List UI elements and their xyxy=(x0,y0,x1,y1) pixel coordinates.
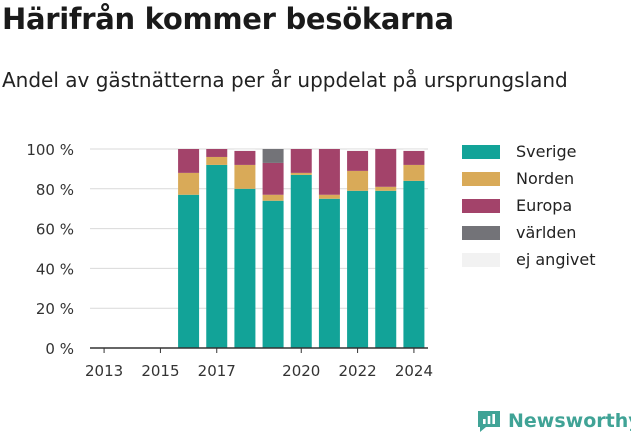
bar-segment-sverige-2022 xyxy=(347,190,369,348)
bar-segment-europa-2023 xyxy=(375,149,397,187)
chart-title: Härifrån kommer besökarna xyxy=(2,2,454,36)
x-tick-label: 2022 xyxy=(338,362,376,380)
y-tick-label: 0 % xyxy=(45,340,74,358)
bar-segment-europa-2022 xyxy=(347,150,369,171)
chart-subtitle: Andel av gästnätterna per år uppdelat på… xyxy=(2,68,568,92)
legend-swatch xyxy=(462,144,500,159)
bar-segment-ej-angivet-2024 xyxy=(403,149,425,151)
bar-segment-europa-2021 xyxy=(318,149,340,195)
legend-swatch xyxy=(462,225,500,240)
bar-segment-världen-2019 xyxy=(262,149,284,163)
x-tick-label: 2024 xyxy=(395,362,433,380)
x-tick-label: 2020 xyxy=(282,362,320,380)
legend-label: Norden xyxy=(516,169,575,188)
bar-segment-sverige-2017 xyxy=(206,164,228,348)
x-tick-label: 2013 xyxy=(85,362,123,380)
legend-swatch xyxy=(462,171,500,186)
bar-segment-europa-2019 xyxy=(262,162,284,195)
bar-segment-sverige-2016 xyxy=(178,194,200,348)
bar-segment-norden-2019 xyxy=(262,194,284,201)
legend-swatch xyxy=(462,252,500,267)
y-tick-label: 40 % xyxy=(36,260,74,278)
bar-segment-ej-angivet-2022 xyxy=(347,149,369,151)
legend-item: Europa xyxy=(462,192,596,219)
legend-item: ej angivet xyxy=(462,246,596,273)
y-tick-label: 60 % xyxy=(36,221,74,239)
bar-segment-europa-2016 xyxy=(178,149,200,173)
bar-segment-norden-2017 xyxy=(206,156,228,165)
bar-segment-norden-2024 xyxy=(403,164,425,181)
legend-item: Sverige xyxy=(462,138,596,165)
bar-segment-sverige-2021 xyxy=(318,198,340,348)
newsworthy-brand: Newsworthy xyxy=(476,408,631,434)
chart-legend: Sverige Norden Europa världen ej angivet xyxy=(462,138,596,273)
legend-label: ej angivet xyxy=(516,250,596,269)
legend-label: Europa xyxy=(516,196,573,215)
bar-segment-norden-2020 xyxy=(290,172,312,175)
bar-segment-sverige-2019 xyxy=(262,200,284,348)
bar-segment-sverige-2023 xyxy=(375,190,397,348)
x-tick-label: 2015 xyxy=(141,362,179,380)
newsworthy-logo-icon xyxy=(478,411,500,432)
bar-segment-sverige-2018 xyxy=(234,188,256,348)
y-tick-label: 20 % xyxy=(36,300,74,318)
y-tick-label: 100 % xyxy=(26,141,74,159)
legend-label: Sverige xyxy=(516,142,577,161)
bar-segment-norden-2022 xyxy=(347,170,369,191)
x-tick-label: 2017 xyxy=(198,362,236,380)
bar-segment-europa-2018 xyxy=(234,150,256,165)
bar-segment-europa-2017 xyxy=(206,149,228,157)
brand-name: Newsworthy xyxy=(508,410,631,432)
legend-label: världen xyxy=(516,223,577,242)
bar-segment-europa-2024 xyxy=(403,150,425,165)
y-tick-label: 80 % xyxy=(36,181,74,199)
bar-segment-norden-2023 xyxy=(375,186,397,191)
bar-segment-sverige-2024 xyxy=(403,180,425,348)
bar-segment-norden-2016 xyxy=(178,172,200,195)
bar-segment-sverige-2020 xyxy=(290,174,312,348)
legend-item: Norden xyxy=(462,165,596,192)
legend-swatch xyxy=(462,198,500,213)
legend-item: världen xyxy=(462,219,596,246)
bar-segment-ej-angivet-2018 xyxy=(234,149,256,151)
bar-segment-europa-2020 xyxy=(290,149,312,173)
bar-segment-norden-2018 xyxy=(234,164,256,189)
bar-segment-norden-2021 xyxy=(318,194,340,199)
